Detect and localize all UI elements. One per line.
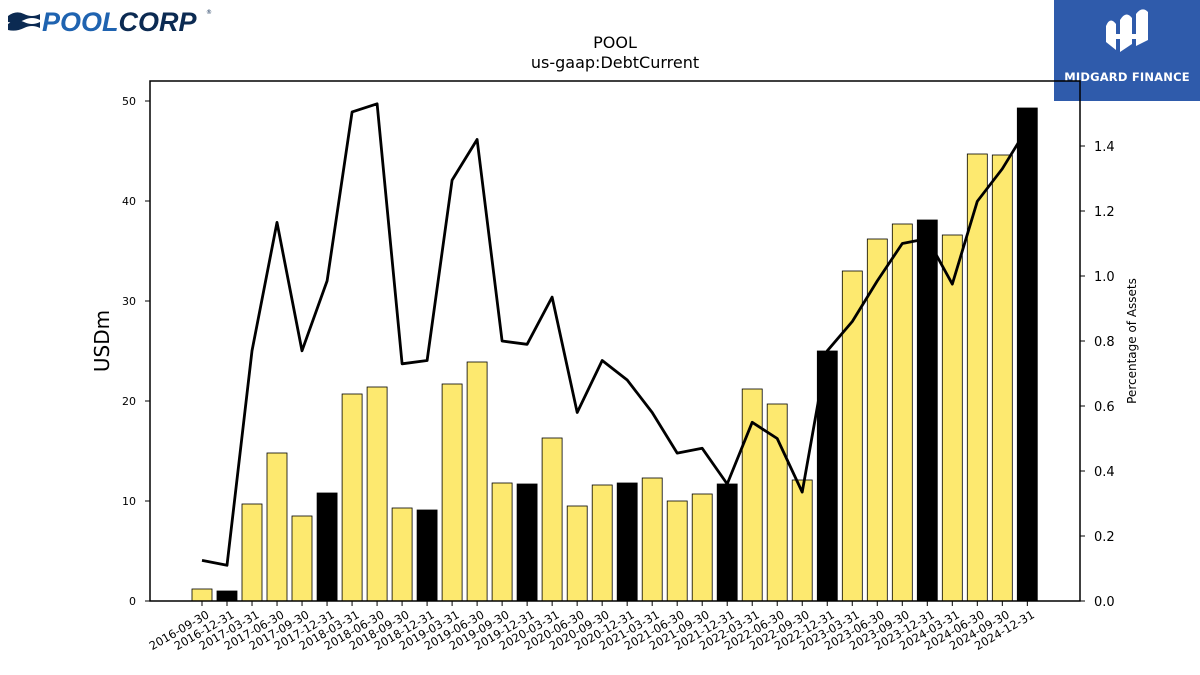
y2-tick-label: 0.6	[1094, 400, 1115, 415]
midgard-mark-icon	[1106, 9, 1148, 53]
y2-tick-label: 1.4	[1094, 140, 1115, 155]
bar-2017-06-30	[266, 452, 288, 602]
bar-2021-12-31	[716, 483, 738, 602]
bar-2018-09-30	[391, 507, 413, 602]
bar-2020-03-31	[541, 437, 563, 602]
y-tick-label: 0	[129, 595, 136, 608]
bar-2021-06-30	[666, 500, 688, 602]
y-tick-label: 10	[122, 495, 136, 508]
logo-pool-part: POOL	[42, 7, 119, 37]
chart-title: POOL	[593, 33, 637, 52]
y2-tick-label: 1.0	[1094, 270, 1115, 285]
bar-2019-12-31	[516, 483, 538, 602]
y2-tick-label: 1.2	[1094, 205, 1115, 220]
chart-subtitle: us-gaap:DebtCurrent	[531, 53, 699, 72]
bar-2017-12-31	[316, 492, 338, 602]
bar-series	[191, 107, 1038, 602]
bar-2021-03-31	[641, 477, 663, 602]
bar-2024-09-30	[991, 154, 1013, 602]
y2-tick-label: 0.4	[1094, 465, 1115, 480]
bar-2020-12-31	[616, 482, 638, 602]
y-tick-label: 50	[122, 95, 136, 108]
y-tick-label: 40	[122, 195, 136, 208]
y2-axis-label: Percentage of Assets	[1125, 278, 1139, 404]
svg-text:®: ®	[206, 9, 212, 16]
logo-corp-part: CORP	[119, 7, 198, 37]
bar-2019-09-30	[491, 482, 513, 602]
y-tick-label: 30	[122, 295, 136, 308]
y-tick-label: 20	[122, 395, 136, 408]
poolcorp-logo: POOLCORP ®	[8, 7, 212, 37]
bar-2024-12-31	[1016, 107, 1038, 602]
bar-2017-09-30	[291, 515, 313, 602]
bar-2018-03-31	[341, 393, 363, 602]
left-axis: 0 10 20 30 40 50	[122, 95, 150, 608]
midgard-finance-text: MIDGARD FINANCE	[1064, 70, 1190, 84]
bar-2017-03-31	[241, 503, 263, 602]
bar-2023-12-31	[916, 219, 938, 602]
bar-2019-06-30	[466, 361, 488, 602]
y2-tick-label: 0.2	[1094, 530, 1115, 545]
bar-2019-03-31	[441, 383, 463, 602]
y2-tick-label: 0.8	[1094, 335, 1115, 350]
y-axis-label: USDm	[90, 310, 114, 372]
bar-2018-12-31	[416, 509, 438, 602]
bar-2016-09-30	[191, 588, 213, 602]
bar-2020-09-30	[591, 484, 613, 602]
bar-2024-03-31	[941, 234, 963, 602]
bar-2022-03-31	[741, 388, 763, 602]
svg-text:POOLCORP: POOLCORP	[42, 7, 198, 37]
bar-2022-09-30	[791, 479, 813, 602]
bar-2016-12-31	[216, 590, 238, 602]
percentage-line	[201, 102, 1029, 567]
midgard-finance-logo: MIDGARD FINANCE	[1054, 0, 1200, 101]
y2-tick-label: 0.0	[1094, 595, 1115, 610]
right-axis: 0.0 0.2 0.4 0.6 0.8 1.0 1.2 1.4	[1080, 140, 1115, 610]
bar-2023-09-30	[891, 223, 913, 602]
line-series	[201, 102, 1029, 567]
bar-2020-06-30	[566, 505, 588, 602]
bar-2018-06-30	[366, 386, 388, 602]
x-axis: 2016-09-302016-12-312017-03-312017-06-30…	[147, 601, 1037, 653]
plot-frame	[149, 80, 1081, 602]
wave-icon	[8, 12, 40, 31]
bar-2021-09-30	[691, 493, 713, 602]
